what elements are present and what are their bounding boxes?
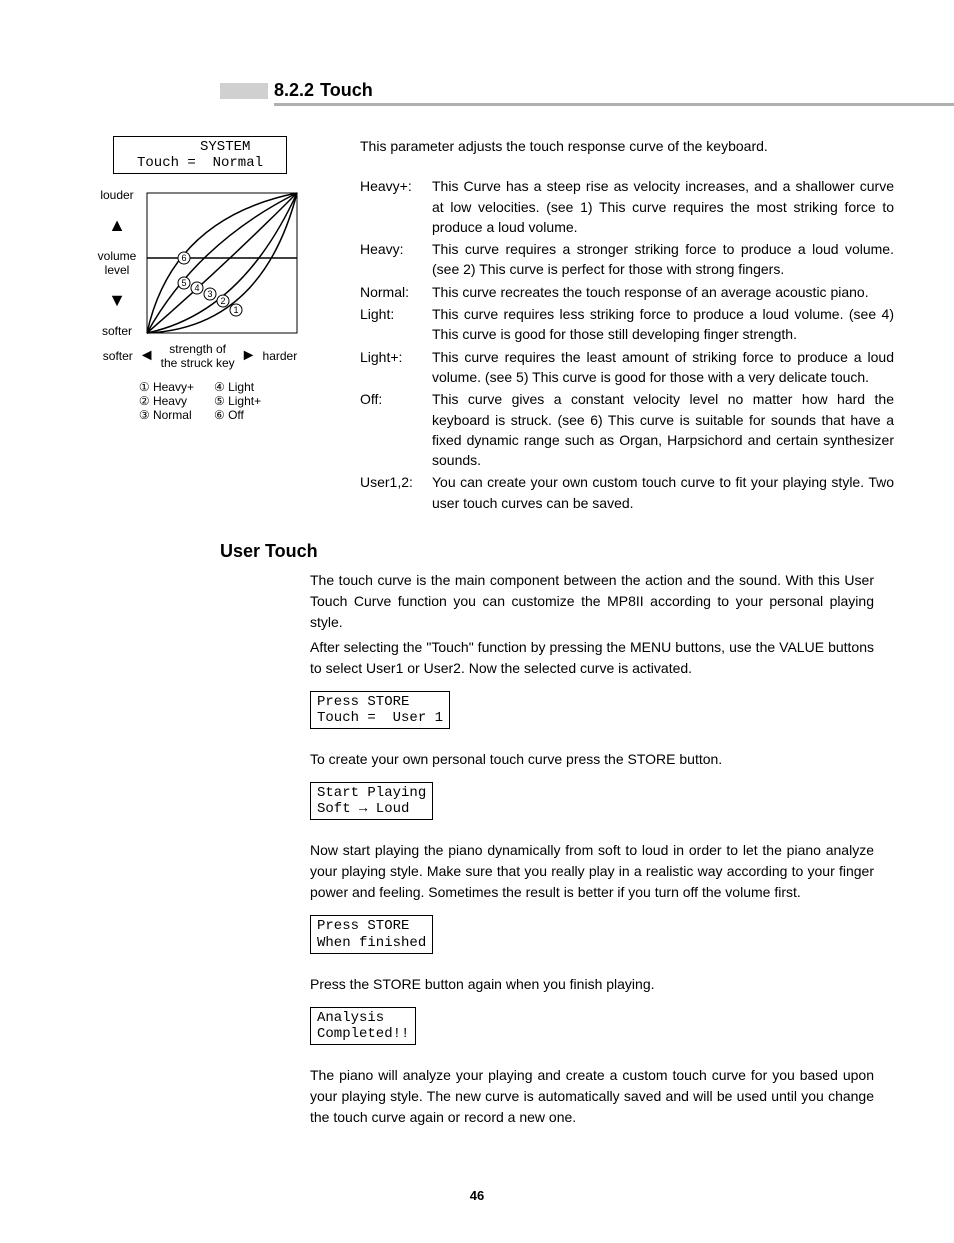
def-desc: This Curve has a steep rise as velocity … <box>432 176 894 237</box>
y-label-bot: softer <box>102 324 132 338</box>
lcd-wrap: Analysis Completed!! <box>310 1007 894 1045</box>
arrow-down-icon: ▼ <box>108 290 126 311</box>
x-label-right: harder <box>263 349 298 363</box>
legend-right-col: ④ Light ⑤ Light+ ⑥ Off <box>214 380 261 422</box>
def-row: Normal: This curve recreates the touch r… <box>360 282 894 302</box>
def-row: Light+: This curve requires the least am… <box>360 347 894 388</box>
user-touch-p2: After selecting the "Touch" function by … <box>310 637 874 679</box>
svg-text:2: 2 <box>221 296 226 306</box>
lcd-wrap: Press STORE Touch = User 1 <box>310 691 894 729</box>
arrow-up-icon: ▲ <box>108 215 126 236</box>
user-touch-heading: User Touch <box>220 541 894 562</box>
def-row: Off: This curve gives a constant velocit… <box>360 389 894 470</box>
def-term: Heavy+: <box>360 176 432 196</box>
x-label-mid: strength of the struck key <box>161 342 235 370</box>
page-container: 8.2.2 Touch SYSTEM Touch = Normal louder… <box>0 0 954 1243</box>
intro-text: This parameter adjusts the touch respons… <box>360 136 894 156</box>
def-desc: You can create your own custom touch cur… <box>432 472 894 513</box>
y-label-mid: volume level <box>98 249 137 277</box>
def-row: User1,2: You can create your own custom … <box>360 472 894 513</box>
def-desc: This curve requires less striking force … <box>432 304 894 345</box>
heading-underline <box>274 103 954 106</box>
section-heading: 8.2.2 Touch <box>220 80 894 106</box>
svg-text:3: 3 <box>208 289 213 299</box>
def-term: User1,2: <box>360 472 432 492</box>
user-touch-p1: The touch curve is the main component be… <box>310 570 874 633</box>
lcd-press-store-user1: Press STORE Touch = User 1 <box>310 691 450 729</box>
y-label-top: louder <box>100 188 133 202</box>
lcd-system: SYSTEM Touch = Normal <box>113 136 287 174</box>
def-term: Off: <box>360 389 432 409</box>
left-column: SYSTEM Touch = Normal louder ▲ volume le… <box>60 136 330 422</box>
legend-item: ③ Normal <box>139 408 194 422</box>
y-axis-labels: louder ▲ volume level ▼ softer <box>98 188 137 338</box>
def-term: Normal: <box>360 282 432 302</box>
legend-item: ④ Light <box>214 380 261 394</box>
svg-text:1: 1 <box>234 305 239 315</box>
def-term: Heavy: <box>360 239 432 259</box>
def-desc: This curve gives a constant velocity lev… <box>432 389 894 470</box>
user-touch-p5: Press the STORE button again when you fi… <box>310 974 874 995</box>
touch-curve-graph: louder ▲ volume level ▼ softer <box>70 188 330 422</box>
def-term: Light+: <box>360 347 432 367</box>
upper-two-column: SYSTEM Touch = Normal louder ▲ volume le… <box>60 136 894 515</box>
arrow-left-icon: ◄ <box>139 347 155 365</box>
legend-item: ⑤ Light+ <box>214 394 261 408</box>
def-desc: This curve requires the least amount of … <box>432 347 894 388</box>
def-row: Heavy+: This Curve has a steep rise as v… <box>360 176 894 237</box>
def-row: Light: This curve requires less striking… <box>360 304 894 345</box>
lcd-start-playing: Start Playing Soft → Loud <box>310 782 433 820</box>
legend-item: ① Heavy+ <box>139 380 194 394</box>
section-number: 8.2.2 <box>274 80 314 101</box>
x-label-left: softer <box>103 349 133 363</box>
page-number: 46 <box>60 1188 894 1203</box>
user-touch-p3: To create your own personal touch curve … <box>310 749 874 770</box>
user-touch-p4: Now start playing the piano dynamically … <box>310 840 874 903</box>
def-desc: This curve recreates the touch response … <box>432 282 894 302</box>
lcd-wrap: Start Playing Soft → Loud <box>310 782 894 820</box>
curve-legend: ① Heavy+ ② Heavy ③ Normal ④ Light ⑤ Ligh… <box>70 380 330 422</box>
x-axis-labels: softer ◄ strength of the struck key ► ha… <box>70 342 330 370</box>
lcd-wrap: Press STORE When finished <box>310 915 894 953</box>
heading-gray-block <box>220 83 268 99</box>
svg-text:6: 6 <box>182 253 187 263</box>
def-desc: This curve requires a stronger striking … <box>432 239 894 280</box>
touch-definitions: Heavy+: This Curve has a steep rise as v… <box>360 176 894 513</box>
def-term: Light: <box>360 304 432 324</box>
arrow-right-icon: ► <box>241 347 257 365</box>
legend-item: ⑥ Off <box>214 408 261 422</box>
heading-bar: 8.2.2 Touch <box>220 80 894 101</box>
curve-plot: 6 5 4 3 2 1 <box>142 188 302 338</box>
svg-text:4: 4 <box>195 283 200 293</box>
user-touch-p6: The piano will analyze your playing and … <box>310 1065 874 1128</box>
lcd-when-finished: Press STORE When finished <box>310 915 433 953</box>
legend-left-col: ① Heavy+ ② Heavy ③ Normal <box>139 380 194 422</box>
def-row: Heavy: This curve requires a stronger st… <box>360 239 894 280</box>
svg-text:5: 5 <box>182 278 187 288</box>
lcd-analysis-completed: Analysis Completed!! <box>310 1007 416 1045</box>
legend-item: ② Heavy <box>139 394 194 408</box>
section-title: Touch <box>320 80 373 101</box>
right-column: This parameter adjusts the touch respons… <box>330 136 894 515</box>
